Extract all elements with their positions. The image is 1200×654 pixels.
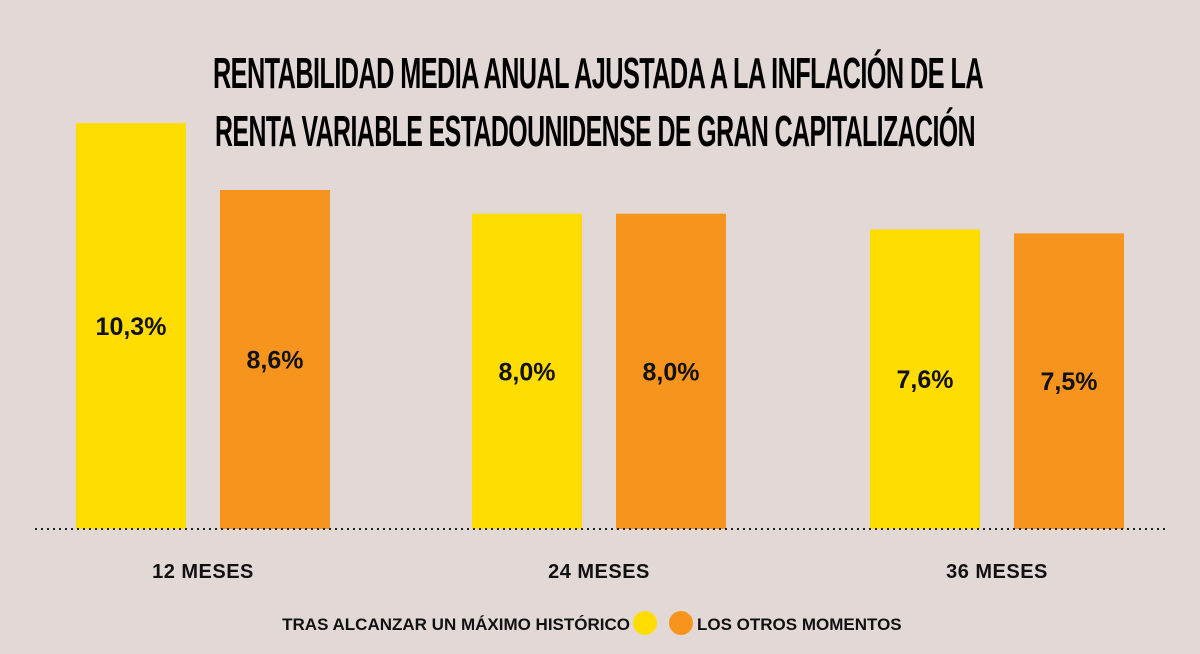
bar-maximo-3 <box>870 229 980 529</box>
bar-maximo-1 <box>76 123 186 529</box>
value-label-maximo-2: 8,0% <box>499 358 556 386</box>
category-label-3: 36 MESES <box>946 561 1048 583</box>
value-label-otros-1: 8,6% <box>247 347 304 375</box>
bars-group: 10,3% 8,6% 8,0% 8,0% 7,6% 7,5% <box>76 123 1124 529</box>
bar-otros-2 <box>616 213 726 529</box>
legend: TRAS ALCANZAR UN MÁXIMO HISTÓRICO LOS OTR… <box>282 611 902 635</box>
chart-title-line-1: RENTABILIDAD MEDIA ANUAL AJUSTADA A LA I… <box>213 48 983 98</box>
bar-otros-1 <box>220 190 330 529</box>
value-label-otros-2: 8,0% <box>643 358 700 386</box>
bar-maximo-2 <box>472 213 582 529</box>
value-label-otros-3: 7,5% <box>1041 368 1098 396</box>
category-label-2: 24 MESES <box>548 561 650 583</box>
legend-label-maximo: TRAS ALCANZAR UN MÁXIMO HISTÓRICO <box>282 615 630 634</box>
legend-swatch-maximo <box>633 611 657 635</box>
value-label-maximo-3: 7,6% <box>897 366 954 394</box>
category-label-1: 12 MESES <box>152 561 254 583</box>
bar-otros-3 <box>1014 233 1124 529</box>
category-labels: 12 MESES 24 MESES 36 MESES <box>152 561 1048 583</box>
legend-label-otros: LOS OTROS MOMENTOS <box>697 615 902 634</box>
value-label-maximo-1: 10,3% <box>96 313 167 341</box>
chart-title-line-2: RENTA VARIABLE ESTADOUNIDENSE DE GRAN CA… <box>215 106 975 156</box>
legend-swatch-otros <box>669 611 693 635</box>
